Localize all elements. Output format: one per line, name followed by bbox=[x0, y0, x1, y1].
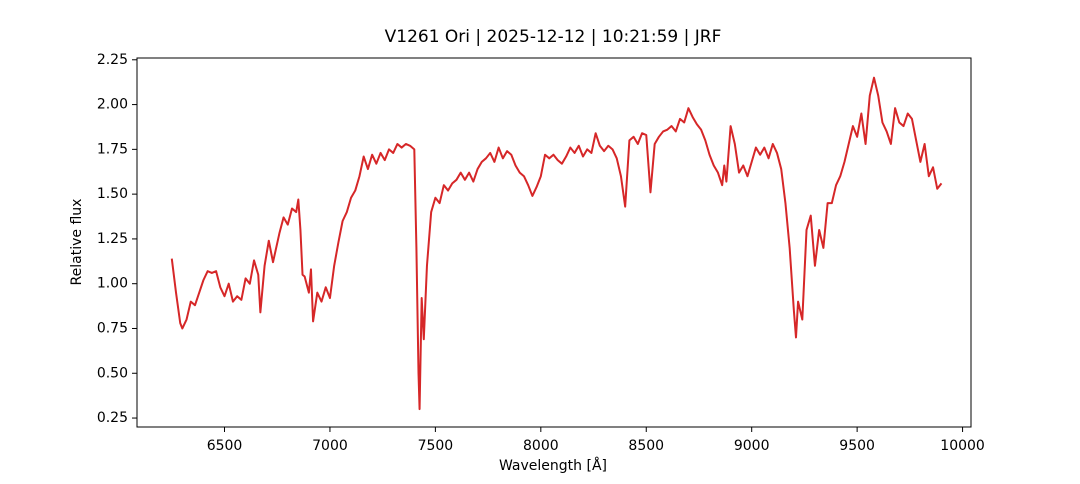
y-tick-label: 0.25 bbox=[97, 410, 128, 426]
y-tick-label: 0.50 bbox=[97, 365, 128, 381]
x-tick-label: 7000 bbox=[312, 438, 348, 454]
x-tick-label: 9500 bbox=[839, 438, 875, 454]
x-tick-label: 8000 bbox=[523, 438, 559, 454]
x-tick-label: 7500 bbox=[418, 438, 454, 454]
x-tick-label: 10000 bbox=[940, 438, 985, 454]
y-tick-label: 2.25 bbox=[97, 52, 128, 68]
y-tick-label: 2.00 bbox=[97, 97, 128, 113]
plot-frame bbox=[136, 57, 972, 428]
y-tick-label: 1.75 bbox=[97, 141, 128, 157]
y-axis-label: Relative flux bbox=[69, 199, 85, 286]
x-tick-label: 6500 bbox=[207, 438, 243, 454]
x-tick-label: 8500 bbox=[628, 438, 664, 454]
y-tick-label: 0.75 bbox=[97, 320, 128, 336]
x-axis-label: Wavelength [Å] bbox=[499, 457, 607, 474]
y-tick-label: 1.00 bbox=[97, 276, 128, 292]
spectrum-line bbox=[170, 76, 943, 411]
y-tick-label: 1.25 bbox=[97, 231, 128, 247]
x-tick-label: 9000 bbox=[734, 438, 770, 454]
y-tick-label: 1.50 bbox=[97, 186, 128, 202]
chart-title: V1261 Ori | 2025-12-12 | 10:21:59 | JRF bbox=[385, 27, 722, 47]
